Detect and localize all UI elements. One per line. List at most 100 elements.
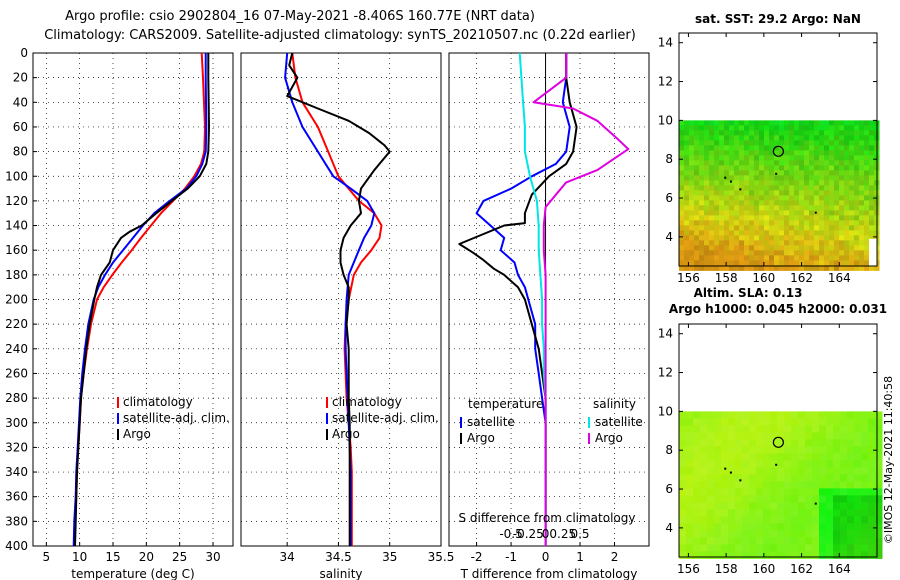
- map-cell: [805, 481, 813, 489]
- map-cell: [804, 180, 810, 186]
- map-cell: [839, 210, 845, 216]
- map-cell: [834, 180, 840, 186]
- map-cell: [714, 425, 722, 433]
- map-cell: [694, 225, 700, 231]
- map-cell: [729, 265, 735, 271]
- map-cell: [812, 425, 820, 433]
- map-cell: [784, 215, 790, 221]
- map-cell: [714, 210, 720, 216]
- map-cell: [714, 439, 722, 447]
- map-cell: [769, 225, 775, 231]
- map-cell: [859, 225, 865, 231]
- map-cell: [814, 180, 820, 186]
- map-cell: [819, 537, 827, 545]
- map-cell: [814, 165, 820, 171]
- map-cell: [693, 418, 701, 426]
- map-cell: [759, 225, 765, 231]
- map-cell: [854, 488, 862, 496]
- map-cell: [784, 230, 790, 236]
- map-cell: [805, 495, 813, 503]
- map-cell: [744, 140, 750, 146]
- map-cell: [699, 170, 705, 176]
- map-cell: [769, 260, 775, 266]
- map-cell: [735, 411, 743, 419]
- map-cell: [824, 245, 830, 251]
- map-cell: [704, 135, 710, 141]
- map-cell: [734, 245, 740, 251]
- map-cell: [756, 425, 764, 433]
- map-cell: [704, 165, 710, 171]
- map-cell: [700, 516, 708, 524]
- map-cell: [839, 165, 845, 171]
- map-cell: [854, 240, 860, 246]
- map-cell: [749, 185, 755, 191]
- series-line-argo: [74, 53, 210, 547]
- map-cell: [774, 185, 780, 191]
- map-cell: [686, 453, 694, 461]
- map-cell: [684, 240, 690, 246]
- map-cell: [756, 453, 764, 461]
- map-cell: [794, 145, 800, 151]
- map-cell: [791, 474, 799, 482]
- map-cell: [789, 225, 795, 231]
- map-cell: [839, 205, 845, 211]
- map-cell: [709, 165, 715, 171]
- map-cell: [799, 135, 805, 141]
- map-cell: [840, 467, 848, 475]
- map-cell: [875, 495, 883, 503]
- map-cell: [784, 130, 790, 136]
- map-cell: [809, 240, 815, 246]
- map-cell: [707, 495, 715, 503]
- map-cell: [824, 130, 830, 136]
- map-cell: [709, 235, 715, 241]
- map-cell: [849, 260, 855, 266]
- map-cell: [679, 155, 685, 161]
- map-cell: [794, 180, 800, 186]
- map-cell: [744, 175, 750, 181]
- map-cell: [749, 180, 755, 186]
- map-cell: [844, 160, 850, 166]
- map-cell: [764, 185, 770, 191]
- map-cell: [854, 255, 860, 261]
- map-cell: [777, 481, 785, 489]
- map-cell: [799, 155, 805, 161]
- map-cell: [875, 530, 883, 538]
- map-cell: [700, 523, 708, 531]
- map-cell: [839, 180, 845, 186]
- map-cell: [700, 467, 708, 475]
- map-cell: [739, 230, 745, 236]
- map-cell: [805, 488, 813, 496]
- map-cell: [699, 190, 705, 196]
- map-cell: [824, 230, 830, 236]
- map-cell: [709, 205, 715, 211]
- map-cell: [869, 160, 875, 166]
- map-cell: [799, 245, 805, 251]
- map-cell: [764, 160, 770, 166]
- legend-title-temperature: temperature: [468, 397, 543, 411]
- map-cell: [763, 467, 771, 475]
- map-cell: [721, 488, 729, 496]
- map-cell: [724, 165, 730, 171]
- map-cell: [784, 530, 792, 538]
- map-cell: [735, 474, 743, 482]
- map-cell: [754, 235, 760, 241]
- map-cell: [764, 255, 770, 261]
- map-cell: [839, 235, 845, 241]
- map-cell: [784, 135, 790, 141]
- map-cell: [728, 509, 736, 517]
- map-cell: [791, 439, 799, 447]
- map-cell: [784, 185, 790, 191]
- map-cell: [686, 537, 694, 545]
- map-cell: [868, 446, 876, 454]
- map-cell: [789, 230, 795, 236]
- map-cell: [749, 544, 757, 552]
- map-cell: [694, 220, 700, 226]
- map-cell: [854, 175, 860, 181]
- sla-map-subtitle: Argo h1000: 0.045 h2000: 0.031: [669, 302, 887, 316]
- map-cell: [784, 502, 792, 510]
- map-cell: [819, 453, 827, 461]
- map-cell: [839, 240, 845, 246]
- map-cell: [684, 215, 690, 221]
- map-cell: [854, 230, 860, 236]
- map-cell: [799, 180, 805, 186]
